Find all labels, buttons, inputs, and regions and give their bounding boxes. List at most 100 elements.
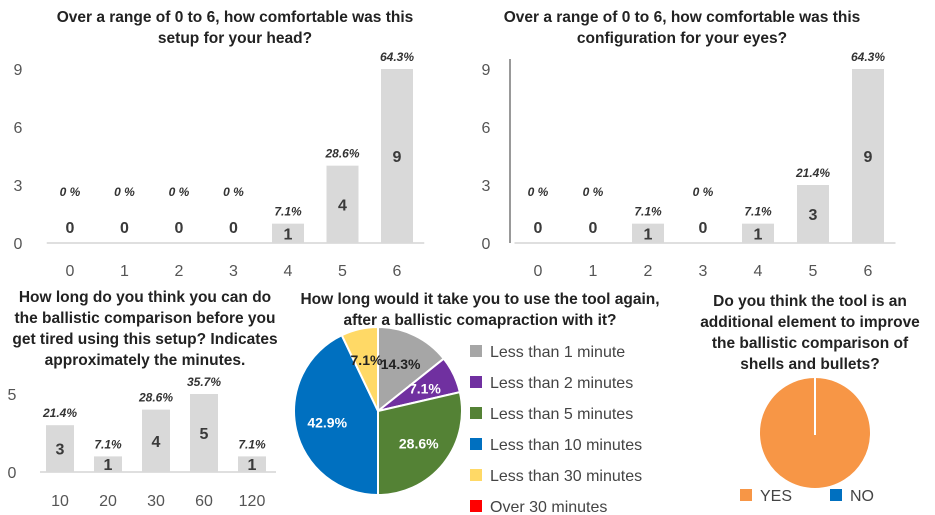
reuse-time-pie-chart: How long would it take you to use the to… [293, 291, 660, 515]
legend-label: NO [850, 488, 874, 505]
eyes-comfort-bar-chart: Over a range of 0 to 6, how comfortable … [482, 9, 896, 280]
x-tick-label: 3 [229, 263, 238, 280]
bar-percent-label: 7.1% [634, 205, 662, 219]
chart-title-line: Over a range of 0 to 6, how comfortable … [504, 9, 861, 26]
bar-percent-label: 35.7% [187, 375, 221, 389]
x-tick-label: 4 [284, 263, 293, 280]
bar-percent-label: 0 % [60, 185, 81, 199]
bar-count-label: 0 [120, 220, 129, 237]
bar [381, 69, 413, 243]
head-comfort-bar-chart: Over a range of 0 to 6, how comfortable … [14, 9, 425, 280]
chart-title-line: approximately the minutes. [45, 352, 246, 369]
legend-label: Less than 5 minutes [490, 406, 633, 423]
bar-count-label: 1 [248, 457, 257, 474]
bar-percent-label: 21.4% [42, 406, 77, 420]
bar-count-label: 1 [104, 457, 113, 474]
y-tick-label: 9 [14, 62, 23, 79]
x-tick-label: 2 [175, 263, 184, 280]
y-tick-label: 0 [8, 465, 17, 482]
bar [190, 394, 218, 472]
y-tick-label: 3 [14, 178, 23, 195]
legend-swatch [830, 489, 842, 501]
bar-count-label: 4 [152, 434, 161, 451]
bar [142, 409, 170, 472]
x-tick-label: 1 [120, 263, 129, 280]
bar-percent-label: 7.1% [94, 437, 122, 451]
legend-label: Less than 2 minutes [490, 375, 633, 392]
pie-slice-label: 28.6% [399, 435, 439, 451]
bar-count-label: 0 [699, 220, 708, 237]
x-tick-label: 4 [754, 263, 763, 280]
legend-swatch [470, 345, 482, 357]
pie-slice [340, 325, 379, 412]
pie-slice-label: 42.9% [307, 415, 347, 431]
additional-element-pie-chart: Do you think the tool is an additional el… [700, 293, 920, 505]
chart-title-line: configuration for your eyes? [577, 30, 787, 47]
bar-percent-label: 0 % [114, 185, 135, 199]
x-tick-label: 60 [195, 493, 213, 510]
x-tick-label: 6 [393, 263, 402, 280]
pie-slice [377, 325, 446, 414]
x-tick-label: 3 [699, 263, 708, 280]
x-tick-label: 0 [534, 263, 543, 280]
chart-title-line: shells and bullets? [740, 356, 880, 373]
chart-title-line: setup for your head? [158, 30, 312, 47]
bar-percent-label: 7.1% [744, 205, 772, 219]
chart-title-line: get tired using this setup? Indicates [12, 331, 277, 348]
x-tick-label: 10 [51, 493, 69, 510]
bar-count-label: 1 [644, 226, 653, 243]
pie-slice [293, 333, 379, 497]
pie-slice-label: 7.1% [351, 352, 383, 368]
chart-title-line: the ballistic comparison of [712, 335, 909, 352]
legend-swatch [470, 438, 482, 450]
pie-slice-label: 14.3% [381, 356, 421, 372]
chart-title-line: How long would it take you to use the to… [300, 291, 659, 308]
tiredness-minutes-bar-chart: How long do you think you can do the ball… [8, 289, 278, 510]
bar [852, 69, 884, 243]
bar-count-label: 4 [338, 197, 347, 214]
x-tick-label: 5 [338, 263, 347, 280]
bar [742, 223, 774, 243]
bar-count-label: 9 [864, 149, 873, 166]
bar-percent-label: 0 % [693, 185, 714, 199]
chart-title-line: additional element to improve [700, 314, 920, 331]
bar-percent-label: 7.1% [238, 437, 266, 451]
pie-slice [377, 390, 463, 497]
chart-title-line: How long do you think you can do [19, 289, 271, 306]
bar-percent-label: 64.3% [380, 50, 414, 64]
bar [46, 425, 74, 472]
bar [238, 456, 266, 472]
bar [272, 223, 304, 243]
bar-count-label: 3 [56, 442, 65, 459]
legend-label: Less than 1 minute [490, 344, 625, 361]
bar-count-label: 1 [284, 226, 293, 243]
bar-percent-label: 0 % [583, 185, 604, 199]
bar-count-label: 0 [66, 220, 75, 237]
bar-count-label: 0 [534, 220, 543, 237]
bar-count-label: 0 [175, 220, 184, 237]
bar [94, 456, 122, 472]
bar-count-label: 0 [589, 220, 598, 237]
x-tick-label: 120 [239, 493, 266, 510]
chart-title-line: the ballistic comparison before you [15, 310, 276, 327]
y-tick-label: 6 [482, 120, 491, 137]
bar-count-label: 3 [809, 207, 818, 224]
bar-percent-label: 21.4% [795, 166, 830, 180]
bar [326, 165, 359, 243]
legend-swatch [470, 407, 482, 419]
chart-title-line: Do you think the tool is an [713, 293, 907, 310]
chart-title-line: after a ballistic comapraction with it? [343, 312, 616, 329]
x-tick-label: 30 [147, 493, 165, 510]
bar-percent-label: 64.3% [851, 50, 885, 64]
bar-percent-label: 28.6% [138, 391, 173, 405]
chart-title-line: Over a range of 0 to 6, how comfortable … [57, 9, 414, 26]
y-tick-label: 0 [14, 236, 23, 253]
legend-swatch [470, 500, 482, 512]
bar [797, 185, 829, 243]
legend-label: Over 30 minutes [490, 499, 607, 515]
bar-percent-label: 28.6% [324, 147, 359, 161]
y-tick-label: 5 [8, 387, 17, 404]
legend-swatch [470, 376, 482, 388]
bar-count-label: 5 [200, 426, 209, 443]
